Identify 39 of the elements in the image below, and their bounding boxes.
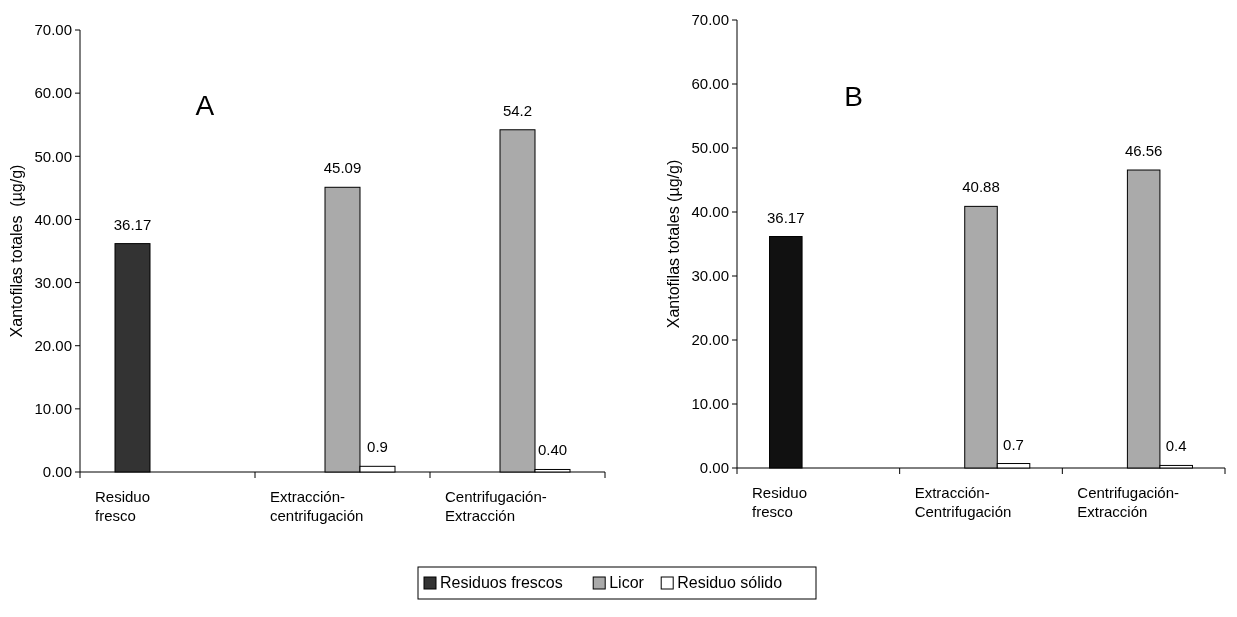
legend-label: Licor (609, 574, 645, 591)
y-tick-label: 60.00 (691, 75, 729, 93)
y-tick-label: 50.00 (34, 147, 72, 165)
y-tick-label: 40.00 (691, 203, 729, 221)
data-label: 54.2 (502, 101, 533, 119)
y-tick-label: 20.00 (34, 336, 72, 354)
data-label: 36.17 (113, 215, 152, 233)
data-label: 0.7 (1003, 435, 1024, 453)
x-tick-label: Extracción-Centrifugación (914, 484, 1012, 520)
y-tick-label: 0.00 (42, 463, 72, 481)
x-tick-label: Centrifugación-Extracción (1077, 484, 1180, 520)
data-label: 0.9 (367, 438, 388, 456)
data-label: 0.4 (1165, 437, 1187, 455)
legend-label: Residuo sólido (677, 574, 783, 591)
y-tick-label: 70.00 (691, 11, 729, 29)
data-label: 45.09 (323, 159, 362, 177)
text: A (195, 90, 215, 122)
x-tick-label: Residuo fresco (95, 488, 151, 524)
legend-label: Residuos frescos (440, 574, 563, 591)
y-tick-label: 20.00 (691, 331, 729, 349)
y-tick-label: 70.00 (34, 21, 72, 39)
y-tick-label: 10.00 (34, 400, 72, 418)
data-label: 36.17 (767, 208, 805, 226)
y-tick-label: 10.00 (691, 395, 729, 413)
data-label: 40.88 (962, 178, 1000, 196)
y-axis-title: Xantofilas totales (µg/g) (8, 164, 25, 338)
x-tick-label: Extracción-centrifugación (270, 488, 364, 524)
y-tick-label: 50.00 (691, 139, 729, 157)
y-tick-label: 30.00 (34, 273, 72, 291)
y-tick-label: 30.00 (691, 267, 729, 285)
x-tick-label: Centrifugación-Extracción (445, 488, 547, 524)
data-label: 0.40 (537, 441, 568, 459)
text: B (844, 81, 864, 112)
x-tick-label: Residuo fresco (752, 484, 808, 520)
y-tick-label: 60.00 (34, 84, 72, 102)
data-label: 46.56 (1124, 142, 1163, 160)
y-axis-title: Xantofilas totales (µg/g) (665, 159, 682, 329)
y-tick-label: 0.00 (699, 459, 729, 477)
y-tick-label: 40.00 (34, 210, 72, 228)
